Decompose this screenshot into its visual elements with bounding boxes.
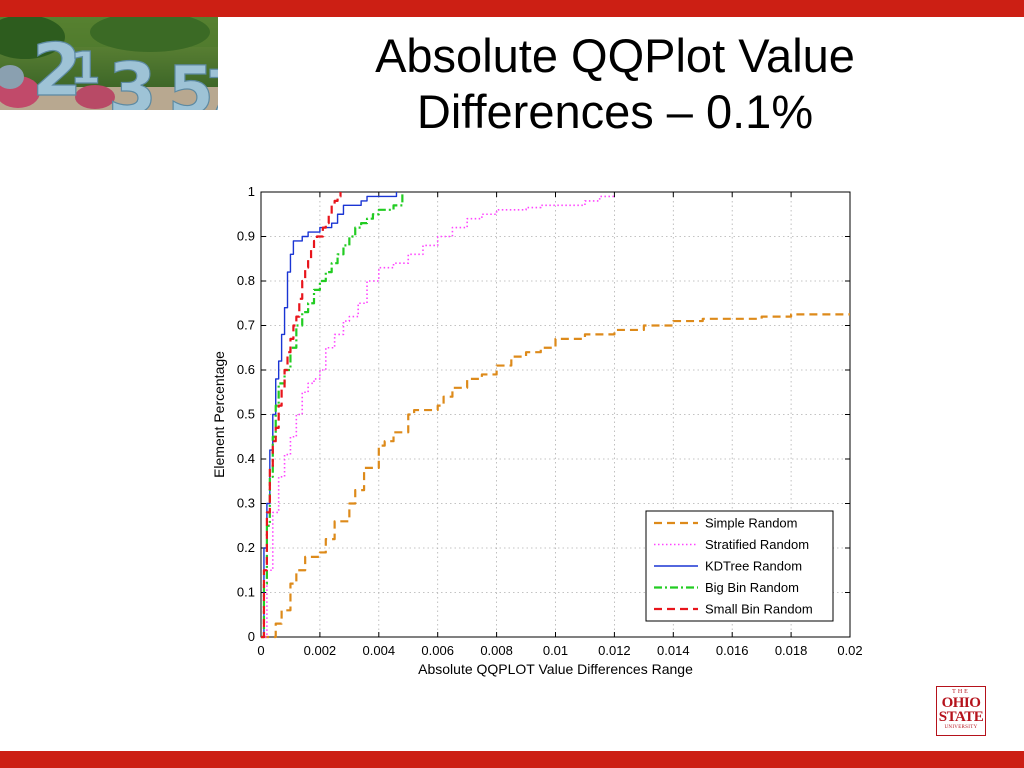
sculpture-photo-image: 2 1 3 5 7: [0, 17, 218, 110]
x-tick-label: 0: [257, 643, 264, 658]
header-photo: 2 1 3 5 7: [0, 17, 218, 110]
photo-number-7: 7: [206, 58, 218, 110]
logo-state: STATE: [938, 709, 984, 725]
x-tick-label: 0.014: [657, 643, 690, 658]
y-tick-label: 0.3: [237, 496, 255, 511]
y-tick-label: 0.9: [237, 229, 255, 244]
photo-number-5: 5: [168, 52, 214, 110]
y-tick-label: 0.7: [237, 318, 255, 333]
logo-university: UNIVERSITY: [944, 725, 978, 730]
y-tick-label: 0.4: [237, 451, 255, 466]
x-tick-label: 0.02: [837, 643, 862, 658]
slide-title-line-1: Absolute QQPlot Value: [375, 29, 855, 82]
y-tick-label: 0.8: [237, 273, 255, 288]
x-tick-label: 0.006: [421, 643, 454, 658]
legend-entry: KDTree Random: [705, 559, 802, 574]
x-tick-label: 0.002: [304, 643, 337, 658]
photo-number-2: 2: [32, 28, 82, 110]
photo-number-1: 1: [70, 43, 101, 94]
x-tick-label: 0.008: [480, 643, 513, 658]
bottom-accent-bar: [0, 751, 1024, 768]
photo-number-3: 3: [108, 48, 157, 110]
y-tick-label: 1: [248, 184, 255, 199]
top-accent-bar: [0, 0, 1024, 17]
x-tick-label: 0.004: [363, 643, 396, 658]
y-tick-label: 0.1: [237, 585, 255, 600]
series-line-big-bin-random: [261, 192, 404, 639]
y-tick-label: 0.2: [237, 540, 255, 555]
legend-entry: Big Bin Random: [705, 580, 799, 595]
y-tick-label: 0.6: [237, 362, 255, 377]
slide-title: Absolute QQPlot Value Differences – 0.1%: [300, 28, 930, 140]
legend-entry: Simple Random: [705, 516, 798, 531]
y-tick-label: 0.5: [237, 407, 255, 422]
series-line-small-bin-random: [261, 192, 342, 639]
y-axis-label: Element Percentage: [211, 351, 227, 478]
logo-ohio: OHIO: [941, 695, 981, 711]
logo-the: THE: [952, 689, 970, 695]
x-tick-label: 0.016: [716, 643, 749, 658]
x-axis-label: Absolute QQPLOT Value Differences Range: [418, 661, 693, 677]
series-line-kdtree-random: [261, 192, 398, 638]
x-tick-label: 0.012: [598, 643, 631, 658]
x-tick-label: 0.018: [775, 643, 808, 658]
slide-title-line-2: Differences – 0.1%: [416, 85, 814, 138]
x-tick-label: 0.01: [543, 643, 568, 658]
ohio-state-logo: THE OHIO STATE UNIVERSITY: [936, 686, 986, 736]
legend-entry: Stratified Random: [705, 537, 809, 552]
series-line-simple-random: [261, 313, 850, 639]
y-tick-label: 0: [248, 629, 255, 644]
legend-entry: Small Bin Random: [705, 602, 813, 617]
